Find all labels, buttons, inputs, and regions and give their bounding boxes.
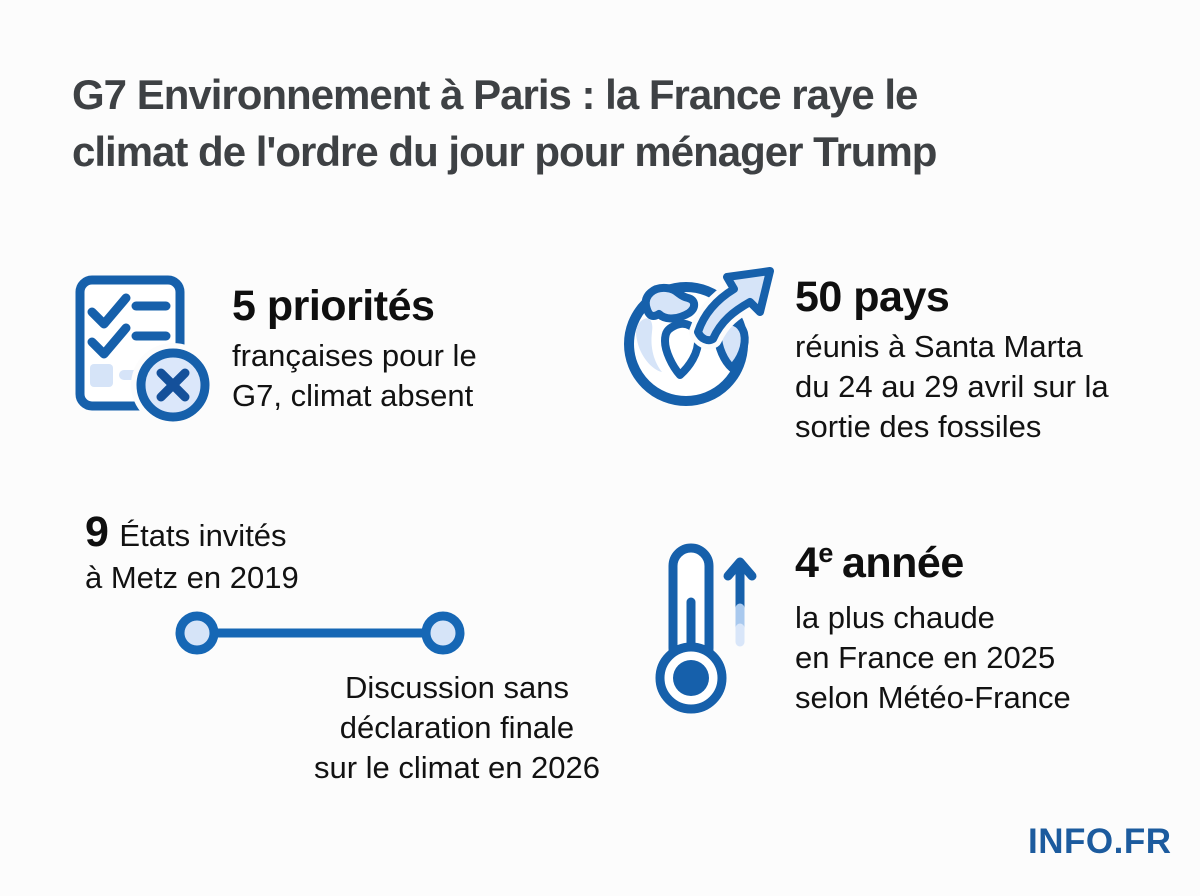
stat-hottest-year-description: la plus chaude en France en 2025 selon M… xyxy=(795,600,1071,715)
page-title: G7 Environnement à Paris : la France ray… xyxy=(72,71,937,175)
stat-invited-states-line2: à Metz en 2019 xyxy=(85,560,299,595)
stat-hottest-year-ordinal: e xyxy=(818,538,833,568)
stat-priorities-description: françaises pour le G7, climat absent xyxy=(232,338,477,413)
stat-countries-description: réunis à Santa Marta du 24 au 29 avril s… xyxy=(795,329,1109,444)
stat-priorities-headline: 5 priorités xyxy=(232,282,435,330)
timeline-caption: Discussion sans déclaration finale sur l… xyxy=(313,670,601,785)
thermometer-up-icon xyxy=(652,540,762,720)
globe-arrow-icon xyxy=(618,262,783,422)
stat-invited-states-headline: 9 États invités xyxy=(85,508,299,557)
stat-invited-states-label: États invités xyxy=(119,518,287,553)
stat-invited-states: 9 États invités à Metz en 2019 xyxy=(85,508,299,598)
stat-hottest-year-label: année xyxy=(841,539,964,587)
stat-countries: 50 pays réunis à Santa Marta du 24 au 29… xyxy=(795,272,1109,447)
stat-hottest-year-headline: 4e année xyxy=(795,538,1071,593)
info-fr-logo: INFO.FR xyxy=(1028,822,1172,861)
stat-countries-headline: 50 pays xyxy=(795,273,950,321)
stat-hottest-year-number: 4 xyxy=(795,539,819,587)
stat-priorities: 5 priorités françaises pour le G7, clima… xyxy=(232,281,477,416)
checklist-x-icon xyxy=(70,272,215,424)
timeline-two-milestones xyxy=(160,598,480,668)
stat-invited-states-number: 9 xyxy=(85,508,109,556)
stat-hottest-year: 4e année la plus chaude en France en 2025… xyxy=(795,538,1071,718)
